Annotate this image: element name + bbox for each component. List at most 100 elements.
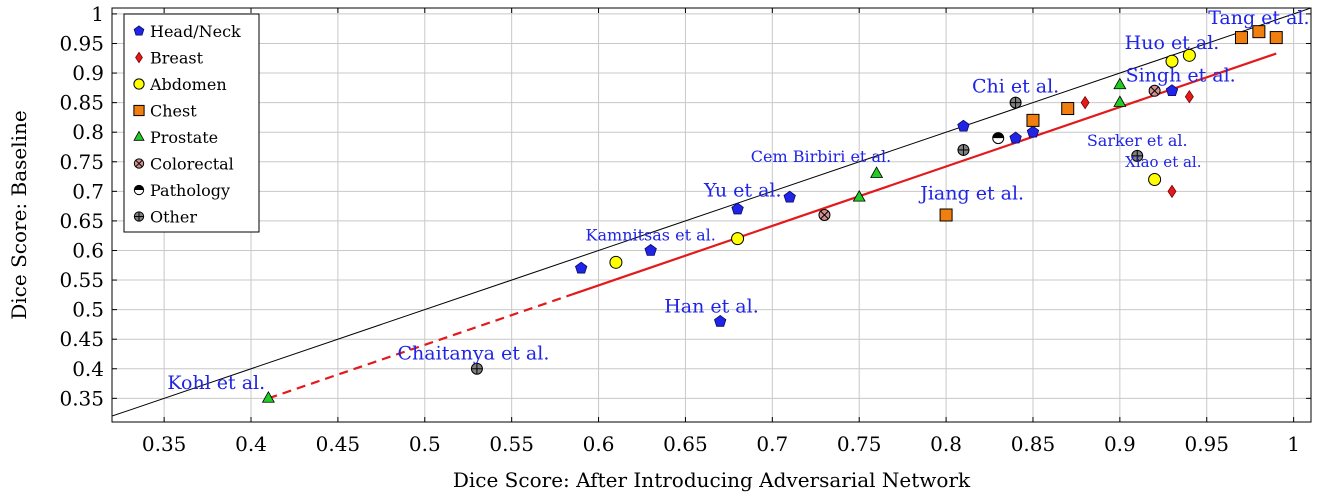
legend-label: Colorectal	[150, 155, 234, 174]
legend: Head/Neck Breast Abdomen Chest Prostate Color…	[123, 13, 260, 233]
point-other	[957, 143, 970, 156]
legend-label: Prostate	[150, 128, 218, 147]
y-tick-label: 0.5	[72, 298, 104, 322]
point-head-neck	[957, 119, 970, 132]
annotations: Tang et al. Huo et al. Singh et al. Chi et …	[167, 7, 1309, 394]
point-head-neck	[1165, 84, 1179, 97]
annotation-label: Tang et al.	[1208, 7, 1309, 29]
y-tick-label: 0.95	[59, 31, 104, 55]
x-tick-label: 0.5	[409, 432, 441, 456]
fit-line-dashed	[268, 293, 573, 400]
point-head-neck	[574, 261, 588, 274]
x-tick-label: 0.45	[316, 432, 361, 456]
point-head-neck	[1009, 131, 1022, 144]
tick-labels: 0.35 0.4 0.45 0.5 0.55 0.6 0.65 0.7 0.75 0.8 0.85 0…	[59, 2, 1311, 456]
annotation-label: Huo et al.	[1125, 32, 1220, 54]
legend-marker	[133, 78, 145, 90]
x-tick-label: 0.95	[1184, 432, 1229, 456]
legend-marker	[133, 25, 145, 36]
annotation-label: Jiang et al.	[918, 183, 1024, 205]
annotation-label: Singh et al.	[1126, 64, 1236, 86]
point-chest	[1269, 31, 1283, 45]
x-tick-label: 0.75	[837, 432, 882, 456]
point-head-neck	[731, 202, 744, 215]
annotation-label: Xiao et al.	[1125, 153, 1201, 171]
annotation-label: Yu et al.	[703, 180, 782, 202]
point-prostate	[261, 391, 275, 403]
point-abdomen	[1182, 48, 1196, 62]
annotation-label: Chaitanya et al.	[398, 342, 550, 364]
point-colorectal	[1148, 84, 1161, 97]
y-axis-label: Dice Score: Baseline	[7, 110, 31, 320]
point-chest	[939, 208, 953, 222]
data-points	[261, 25, 1283, 403]
y-tick-label: 0.75	[59, 150, 104, 174]
point-abdomen	[609, 255, 623, 269]
point-other	[1131, 149, 1144, 162]
point-chest	[1252, 25, 1266, 39]
y-tick-label: 0.8	[72, 120, 104, 144]
point-head-neck	[783, 190, 796, 203]
point-head-neck	[644, 243, 657, 256]
annotation-label: Cem Birbiri et al.	[751, 147, 891, 166]
annotation-label: Kamnitsas et al.	[586, 225, 716, 244]
y-tick-label: 0.7	[72, 179, 104, 203]
y-tick-label: 0.85	[59, 91, 104, 115]
reference-line-layer	[112, 8, 1311, 417]
point-chest	[1026, 113, 1040, 127]
y-tick-label: 0.55	[59, 268, 104, 292]
point-abdomen	[731, 232, 745, 246]
legend-label: Abdomen	[149, 75, 227, 94]
legend-marker	[133, 184, 145, 196]
annotation-label: Chi et al.	[972, 76, 1059, 98]
y-tick-label: 0.4	[72, 357, 104, 381]
legend-marker	[135, 51, 143, 64]
point-other	[1009, 96, 1022, 109]
point-prostate	[870, 166, 884, 178]
legend-box	[123, 13, 260, 233]
x-axis-label: Dice Score: After Introducing Adversaria…	[453, 468, 971, 492]
point-prostate	[1113, 77, 1127, 90]
x-tick-label: 0.55	[489, 432, 534, 456]
x-tick-label: 0.8	[930, 432, 962, 456]
point-breast	[1167, 184, 1177, 199]
legend-label: Breast	[150, 49, 204, 68]
legend-label: Pathology	[150, 181, 230, 200]
point-chest	[1061, 102, 1075, 116]
point-head-neck	[714, 314, 727, 327]
y-tick-label: 0.65	[59, 209, 104, 233]
point-head-neck	[1026, 125, 1040, 138]
point-prostate	[1113, 95, 1127, 107]
annotation-label: Kohl et al.	[167, 372, 265, 394]
annotation-label: Sarker et al.	[1087, 131, 1188, 150]
legend-label: Head/Neck	[150, 22, 241, 41]
y-tick-label: 1	[91, 2, 104, 26]
grid	[112, 8, 1311, 422]
y-tick-label: 0.45	[59, 327, 104, 351]
point-abdomen	[1165, 54, 1179, 68]
point-breast	[1080, 95, 1090, 110]
x-tick-label: 0.4	[235, 432, 267, 456]
legend-label: Chest	[150, 102, 197, 121]
point-breast	[1184, 89, 1194, 104]
y-tick-label: 0.9	[72, 61, 104, 85]
legend-label: Other	[150, 208, 197, 227]
legend-marker	[133, 104, 145, 117]
legend-marker	[133, 130, 145, 141]
x-tick-label: 0.9	[1104, 432, 1136, 456]
x-tick-label: 0.35	[142, 432, 187, 456]
reference-line	[112, 8, 1311, 417]
y-tick-label: 0.6	[72, 238, 104, 262]
plot-frame	[111, 7, 1312, 423]
point-chest	[1234, 31, 1248, 45]
point-pathology	[992, 132, 1005, 145]
y-tick-label: 0.35	[59, 386, 104, 410]
x-tick-label: 0.85	[1011, 432, 1056, 456]
point-colorectal	[818, 209, 831, 221]
point-abdomen	[1148, 173, 1162, 187]
annotation-label: Han et al.	[664, 296, 759, 318]
legend-marker	[133, 158, 145, 169]
x-tick-label: 0.65	[663, 432, 708, 456]
x-tick-label: 1	[1287, 432, 1300, 456]
